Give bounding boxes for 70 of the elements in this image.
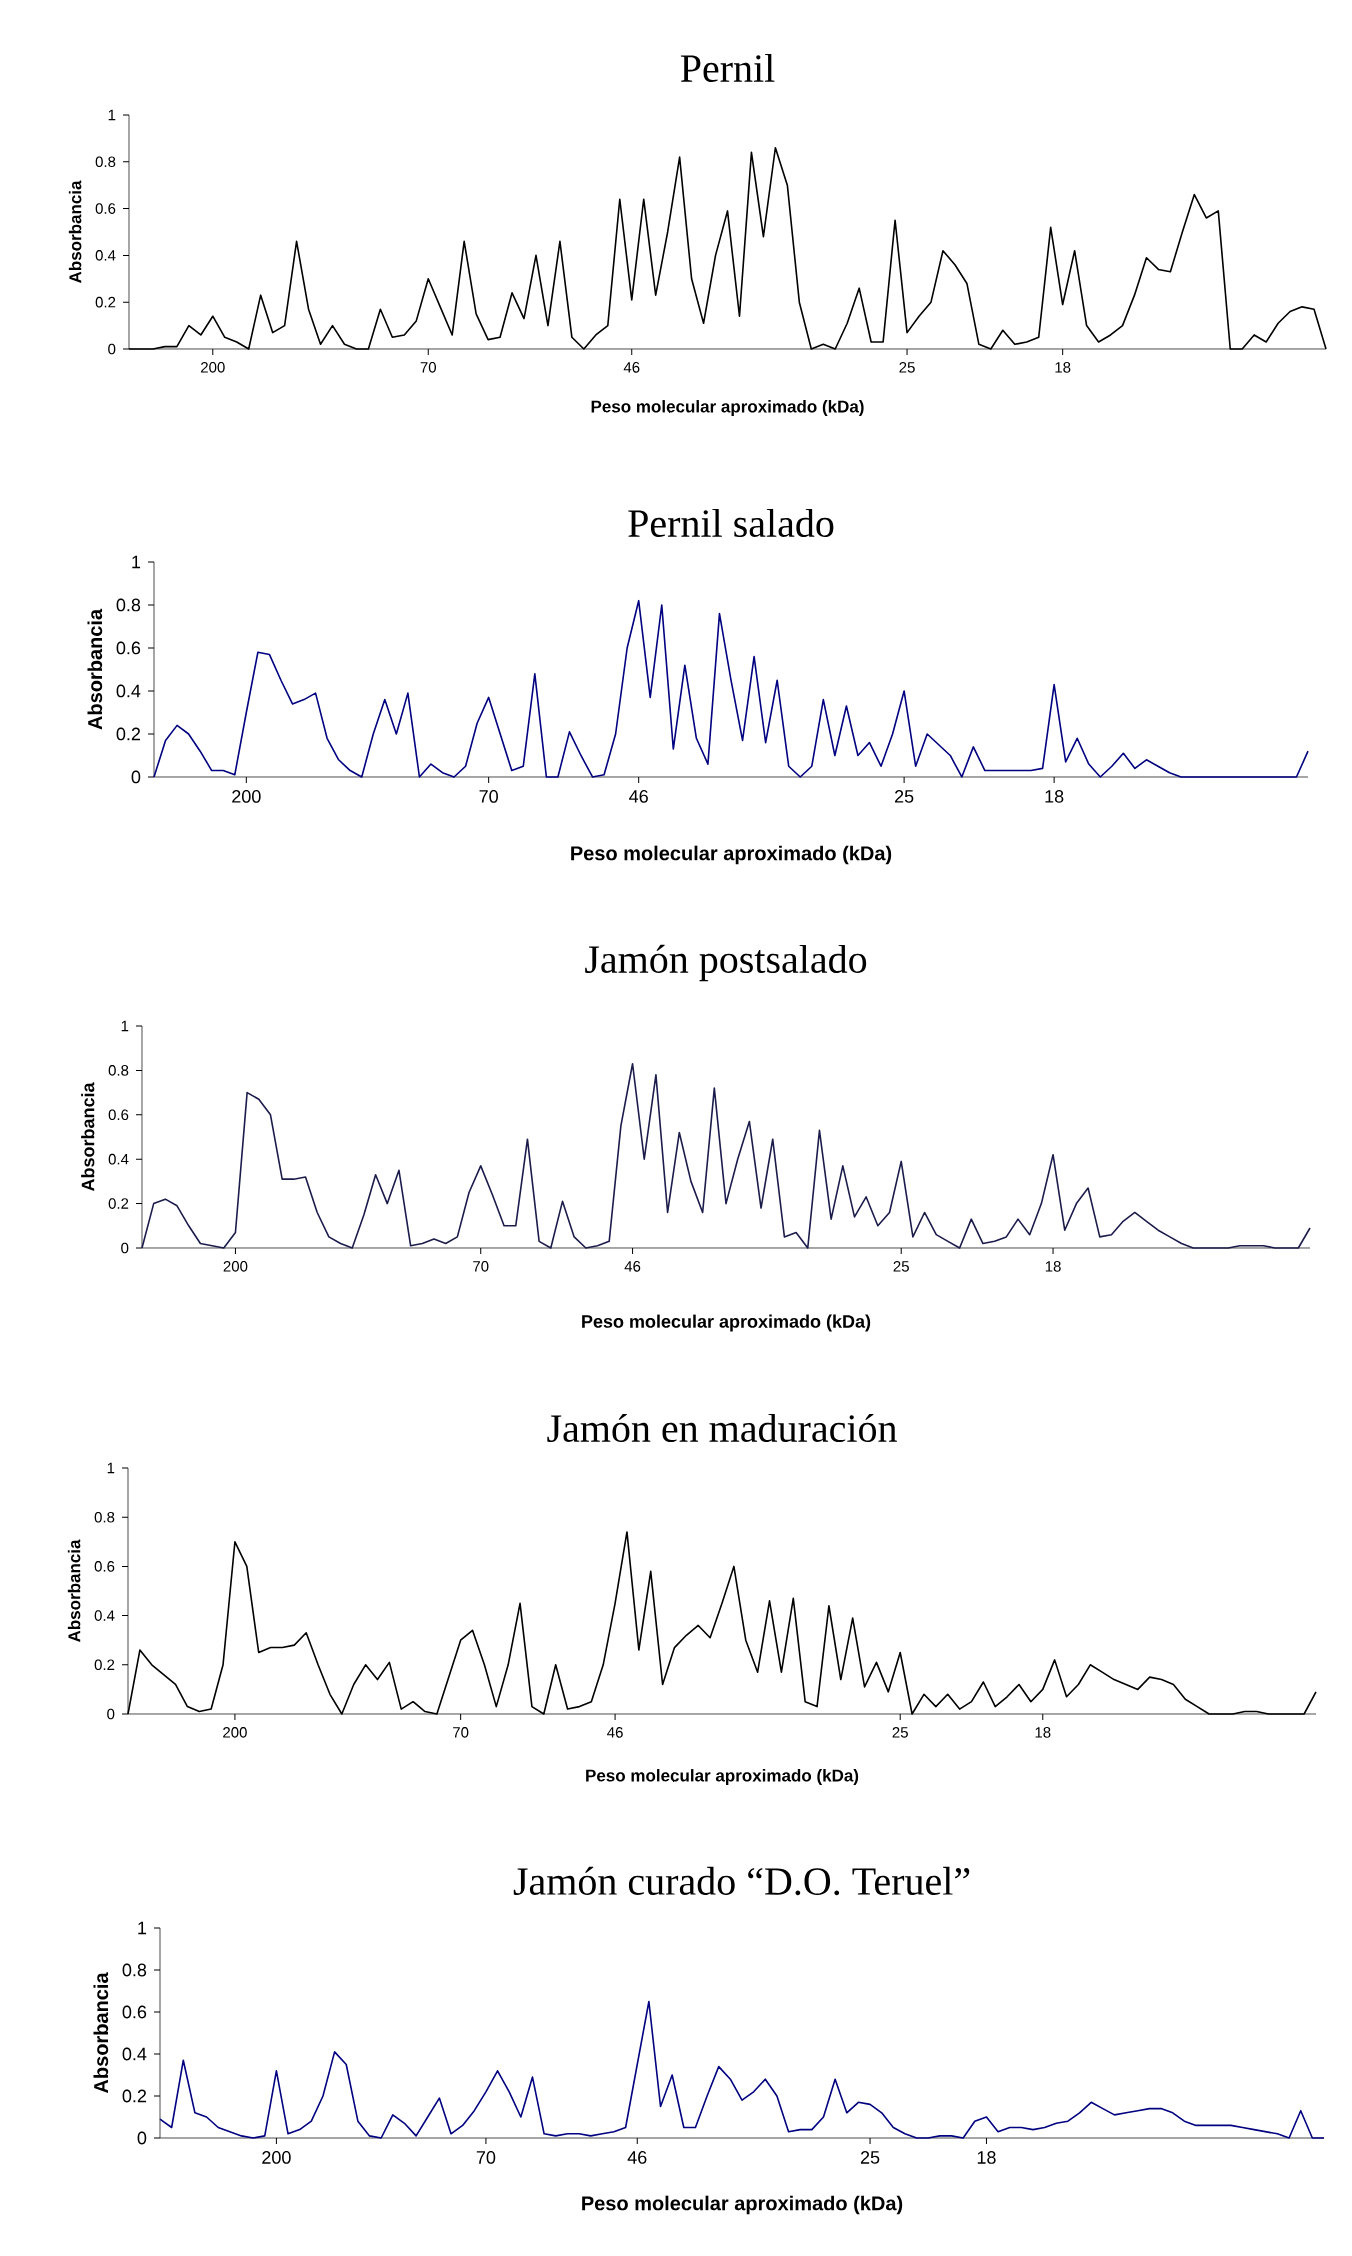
y-tick-label: 0.8 xyxy=(95,156,116,168)
chart-title: Jamón postsalado xyxy=(585,944,867,982)
y-tick-label: 0.8 xyxy=(108,1065,129,1076)
y-tick-label: 0.2 xyxy=(116,727,141,741)
chart-title: Jamón en maduración xyxy=(547,1413,897,1443)
y-tick-label: 0 xyxy=(107,1708,115,1720)
y-tick-label: 0.6 xyxy=(116,641,141,655)
x-tick-label: 200 xyxy=(262,2151,291,2164)
y-tick-label: 0.4 xyxy=(108,1153,129,1165)
y-tick-label: 0.8 xyxy=(116,598,141,612)
x-tick-label: 18 xyxy=(1055,362,1071,373)
x-tick-label: 25 xyxy=(895,790,914,803)
x-tick-label: 46 xyxy=(624,1261,641,1272)
y-tick-label: 0.4 xyxy=(116,684,141,698)
y-axis-title: Absorbancia xyxy=(67,1539,81,1643)
y-tick-label: 1 xyxy=(121,1020,129,1032)
x-tick-label: 46 xyxy=(623,362,640,373)
x-tick-label: 200 xyxy=(201,362,225,373)
y-tick-label: 0.6 xyxy=(122,2005,147,2019)
x-tick-label: 70 xyxy=(473,1261,489,1272)
chart-title: Pernil xyxy=(680,53,775,83)
y-tick-label: 0.6 xyxy=(95,203,116,214)
y-tick-label: 1 xyxy=(138,1921,147,1935)
x-axis-title: Peso molecular aproximado (kDa) xyxy=(591,400,864,416)
chart-title: Jamón curado “D.O. Teruel” xyxy=(513,1866,970,1896)
y-tick-label: 0.6 xyxy=(94,1561,115,1572)
x-axis-title: Peso molecular aproximado (kDa) xyxy=(582,2195,903,2215)
y-tick-label: 0 xyxy=(108,343,116,355)
x-tick-label: 18 xyxy=(977,2151,996,2164)
y-tick-label: 1 xyxy=(108,109,116,121)
y-tick-label: 1 xyxy=(132,555,141,569)
y-axis-title: Absorbancia xyxy=(81,1082,95,1192)
x-axis-title: Peso molecular aproximado (kDa) xyxy=(571,845,892,865)
x-tick-label: 25 xyxy=(860,2151,880,2164)
y-tick-label: 0.4 xyxy=(94,1610,115,1621)
y-tick-label: 0.6 xyxy=(108,1109,129,1121)
y-tick-label: 0 xyxy=(121,1242,129,1254)
x-tick-label: 70 xyxy=(453,1727,469,1738)
x-tick-label: 200 xyxy=(223,1261,248,1272)
x-axis-title: Peso molecular aproximado (kDa) xyxy=(582,1314,871,1332)
x-tick-label: 46 xyxy=(607,1727,623,1738)
x-axis-title: Peso molecular aproximado (kDa) xyxy=(586,1769,859,1785)
x-tick-label: 200 xyxy=(223,1727,247,1738)
y-tick-label: 1 xyxy=(107,1462,115,1474)
x-tick-label: 70 xyxy=(420,362,436,373)
x-tick-label: 25 xyxy=(899,362,915,373)
x-tick-label: 46 xyxy=(627,2151,647,2164)
chart-title: Pernil salado xyxy=(628,508,834,538)
x-tick-label: 25 xyxy=(892,1727,908,1738)
y-tick-label: 0.8 xyxy=(122,1963,147,1977)
y-tick-label: 0.4 xyxy=(122,2047,147,2061)
y-tick-label: 0.4 xyxy=(95,250,116,261)
x-tick-label: 18 xyxy=(1045,790,1064,803)
y-tick-label: 0 xyxy=(137,2131,147,2145)
x-tick-label: 18 xyxy=(1045,1261,1061,1272)
x-tick-label: 200 xyxy=(232,790,261,803)
y-tick-label: 0.8 xyxy=(94,1511,115,1523)
y-axis-title: Absorbancia xyxy=(93,1972,109,2094)
x-tick-label: 70 xyxy=(479,790,498,803)
x-tick-label: 46 xyxy=(629,790,648,803)
x-tick-label: 70 xyxy=(476,2151,496,2164)
y-tick-label: 0 xyxy=(131,770,141,784)
y-tick-label: 0.2 xyxy=(122,2089,147,2103)
y-axis-title: Absorbancia xyxy=(68,180,82,284)
y-tick-label: 0.2 xyxy=(95,296,116,308)
x-tick-label: 18 xyxy=(1035,1727,1051,1738)
y-tick-label: 0.2 xyxy=(94,1659,115,1671)
x-tick-label: 25 xyxy=(893,1261,909,1272)
y-tick-label: 0.2 xyxy=(108,1198,129,1209)
y-axis-title: Absorbancia xyxy=(87,608,103,730)
